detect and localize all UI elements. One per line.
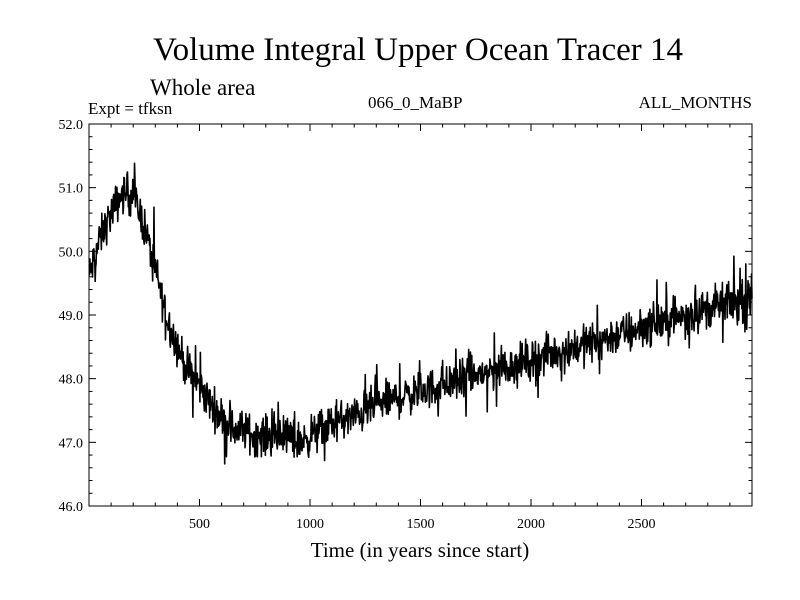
y-tick-label: 48.0 [59,373,84,388]
y-tick-label: 49.0 [59,309,84,324]
x-tick-label: 1000 [296,517,324,532]
x-tick-label: 2500 [628,517,656,532]
chart-title: Volume Integral Upper Ocean Tracer 14 [153,32,683,68]
run-label: 066_0_MaBP [368,93,462,112]
y-tick-label: 50.0 [59,245,84,260]
series-line [88,162,753,465]
chart-subtitle: Whole area [150,75,255,100]
x-tick-label: 1500 [407,517,435,532]
axes-layer: 500 1000 1500 2000 2500 46.0 47.0 48.0 49.0 50.0 5… [59,118,752,532]
y-tick-label: 51.0 [59,182,84,197]
months-label: ALL_MONTHS [639,93,752,112]
x-tick-label: 500 [189,517,210,532]
y-tick-label: 52.0 [59,118,84,133]
experiment-label: Expt = tfksn [88,99,173,118]
y-tick-label: 46.0 [59,500,84,515]
x-tick-label: 2000 [517,517,545,532]
y-tick-label: 47.0 [59,436,84,451]
plot-frame [88,123,753,507]
x-axis-label: Time (in years since start) [311,538,530,562]
data-layer [88,162,753,465]
